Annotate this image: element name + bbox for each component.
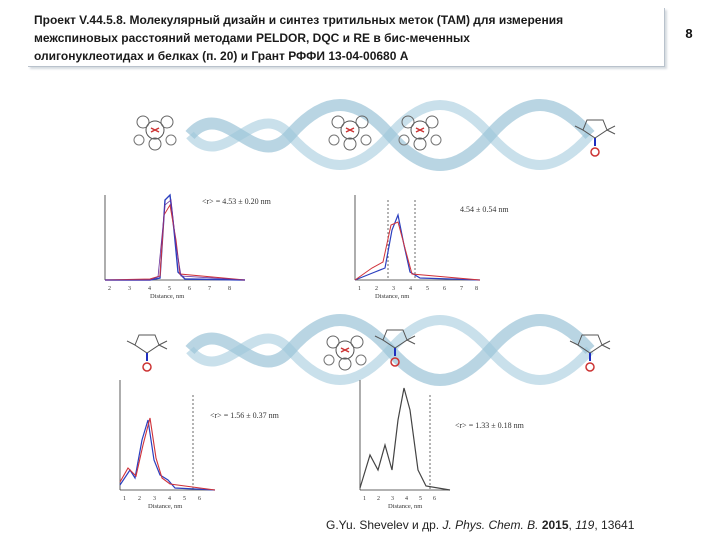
page-number: 8 [685, 26, 693, 41]
svg-text:5: 5 [183, 496, 186, 502]
title-line-1: Проект V.44.5.8. Молекулярный дизайн и с… [34, 13, 564, 27]
mean-distance-label: <r> = 4.53 ± 0.20 nm [202, 197, 272, 206]
svg-text:7: 7 [208, 286, 211, 292]
citation-journal: J. Phys. Chem. B. [442, 518, 539, 532]
distance-plot-bottom-right: 1 2 3 4 5 6 Distance, nm <r> = 1.33 ± 0.18 … [359, 380, 525, 510]
svg-text:5: 5 [426, 286, 429, 292]
svg-text:8: 8 [475, 286, 478, 292]
svg-text:4: 4 [409, 286, 412, 292]
citation-pages: 13641 [601, 518, 635, 532]
mean-distance-label: <r> = 1.33 ± 0.18 nm [455, 421, 525, 430]
svg-text:3: 3 [153, 496, 156, 502]
svg-text:6: 6 [188, 286, 191, 292]
dna-helix-top [185, 99, 595, 171]
svg-text:5: 5 [168, 286, 171, 292]
svg-text:4: 4 [168, 496, 171, 502]
title-frame [28, 8, 665, 67]
svg-text:3: 3 [392, 286, 395, 292]
title-line-3: олигонуклеотидах и белках (п. 20) и Гран… [34, 49, 409, 63]
svg-text:1: 1 [363, 496, 366, 502]
title-line-2: межспиновых расстояний методами PELDOR, … [34, 31, 470, 45]
svg-text:3: 3 [128, 286, 131, 292]
svg-text:1: 1 [123, 496, 126, 502]
dna-helix-bottom [185, 314, 595, 386]
svg-text:4: 4 [405, 496, 408, 502]
citation-authors: G.Yu. Shevelev и др. [326, 518, 440, 532]
svg-text:8: 8 [228, 286, 231, 292]
distance-plot-bottom-left: 1 2 3 4 5 6 Distance, nm <r> = 1.56 ± 0.37 … [119, 380, 280, 510]
axis-label: Distance, nm [150, 293, 184, 300]
svg-text:6: 6 [433, 496, 436, 502]
nitroxide-label-molecule [126, 334, 168, 372]
axis-label: Distance, nm [148, 503, 182, 510]
svg-text:2: 2 [375, 286, 378, 292]
trityl-label-molecule [133, 115, 177, 151]
distance-plot-top-right: 1 2 3 4 5 6 7 8 Distance, nm 4.54 ± 0.54 nm [354, 195, 509, 300]
trityl-label-molecule [323, 335, 367, 371]
svg-text:3: 3 [391, 496, 394, 502]
mean-distance-label: 4.54 ± 0.54 nm [460, 205, 509, 214]
svg-text:7: 7 [460, 286, 463, 292]
distance-plot-top-left: 2 3 4 5 6 7 8 Distance, nm <r> = 4.53 ± 0.2… [104, 193, 272, 300]
mean-distance-label: <r> = 1.56 ± 0.37 nm [210, 411, 280, 420]
svg-text:2: 2 [377, 496, 380, 502]
axis-label: Distance, nm [388, 503, 422, 510]
citation: G.Yu. Shevelev и др. J. Phys. Chem. B. 2… [326, 518, 635, 532]
svg-text:1: 1 [358, 286, 361, 292]
citation-year: 2015 [541, 518, 569, 532]
svg-text:2: 2 [138, 496, 141, 502]
svg-text:2: 2 [108, 286, 111, 292]
svg-text:6: 6 [443, 286, 446, 292]
trityl-label-molecule [328, 115, 372, 151]
svg-text:5: 5 [419, 496, 422, 502]
svg-text:6: 6 [198, 496, 201, 502]
axis-label: Distance, nm [375, 293, 409, 300]
svg-text:4: 4 [148, 286, 151, 292]
citation-volume: 119 [575, 518, 595, 532]
